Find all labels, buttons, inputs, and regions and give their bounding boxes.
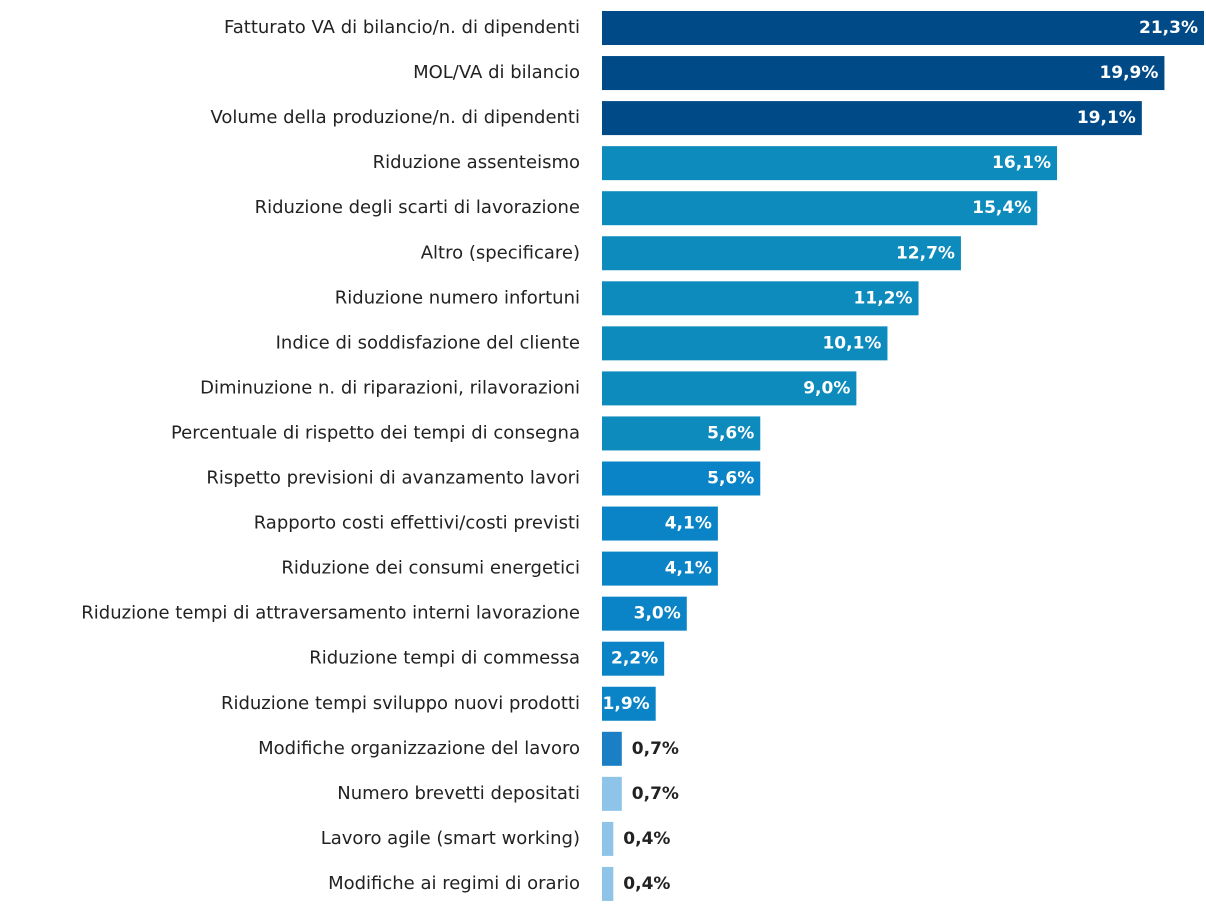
bar xyxy=(602,866,614,901)
value-label: 5,6% xyxy=(707,469,754,489)
bar xyxy=(602,236,961,271)
value-label: 4,1% xyxy=(665,559,712,579)
bar xyxy=(602,776,622,811)
bar xyxy=(602,731,622,766)
value-label: 21,3% xyxy=(1139,18,1198,38)
bar xyxy=(602,11,1204,45)
category-label: Numero brevetti depositati xyxy=(337,783,580,804)
category-label: Rispetto previsioni di avanzamento lavor… xyxy=(206,468,580,489)
category-label: Riduzione assenteismo xyxy=(373,152,580,173)
category-label: Lavoro agile (smart working) xyxy=(321,828,580,849)
value-label: 4,1% xyxy=(665,514,712,534)
bar xyxy=(602,146,1058,181)
category-label: Riduzione degli scarti di lavorazione xyxy=(255,197,580,218)
value-label: 5,6% xyxy=(707,423,754,443)
value-label: 0,7% xyxy=(632,739,679,759)
category-label: Modifiche organizzazione del lavoro xyxy=(258,738,580,759)
value-label: 11,2% xyxy=(854,288,913,308)
bar xyxy=(602,281,919,316)
bar xyxy=(602,56,1165,91)
value-label: 3,0% xyxy=(634,604,681,624)
bar xyxy=(602,506,718,541)
category-label: Riduzione numero infortuni xyxy=(335,287,580,308)
bar xyxy=(602,461,761,496)
value-label: 10,1% xyxy=(822,333,881,353)
bar xyxy=(602,416,761,451)
bar xyxy=(602,326,888,361)
category-label: Volume della produzione/n. di dipendenti xyxy=(210,107,580,128)
value-label: 1,9% xyxy=(603,694,650,714)
value-label: 12,7% xyxy=(896,243,955,263)
bar xyxy=(602,596,687,631)
value-label: 2,2% xyxy=(611,649,658,669)
value-label: 9,0% xyxy=(803,378,850,398)
category-label: Fatturato VA di bilancio/n. di dipendent… xyxy=(224,17,580,38)
value-label: 15,4% xyxy=(972,198,1031,218)
category-label: Riduzione tempi sviluppo nuovi prodotti xyxy=(221,693,580,714)
category-label: Altro (specificare) xyxy=(421,242,580,263)
category-label: Riduzione tempi di commessa xyxy=(309,648,580,669)
value-label: 19,9% xyxy=(1099,63,1158,83)
category-label: Riduzione dei consumi energetici xyxy=(281,558,580,579)
bar xyxy=(602,101,1142,136)
category-label: Indice di soddisfazione del cliente xyxy=(276,332,580,353)
value-label: 0,4% xyxy=(623,874,670,894)
bar xyxy=(602,371,857,406)
value-label: 19,1% xyxy=(1077,108,1136,128)
bar xyxy=(602,551,718,586)
category-label: Percentuale di rispetto dei tempi di con… xyxy=(171,422,580,443)
category-label: Diminuzione n. di riparazioni, rilavoraz… xyxy=(200,377,580,398)
category-label: Rapporto costi effettivi/costi previsti xyxy=(254,513,580,534)
category-label: Riduzione tempi di attraversamento inter… xyxy=(81,603,580,624)
value-label: 16,1% xyxy=(992,153,1051,173)
value-label: 0,4% xyxy=(623,829,670,849)
bar xyxy=(602,821,614,856)
value-label: 0,7% xyxy=(632,784,679,804)
bar xyxy=(602,191,1038,226)
category-label: Modifiche ai regimi di orario xyxy=(328,873,580,894)
bar xyxy=(602,686,656,721)
bar xyxy=(602,641,665,676)
category-label: MOL/VA di bilancio xyxy=(413,62,580,83)
